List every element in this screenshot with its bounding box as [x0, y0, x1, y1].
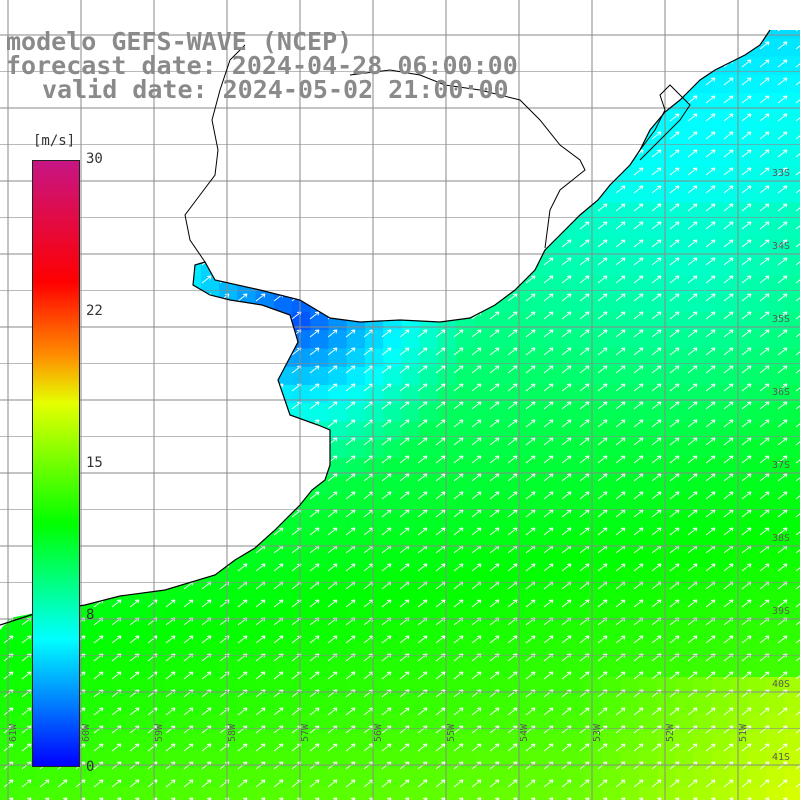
lat-label-35s: 35S: [772, 314, 791, 325]
colorbar-tick-15: 15: [86, 455, 103, 471]
wind-direction-arrows: [0, 30, 800, 800]
wind-speed-field: [0, 30, 800, 800]
lon-label-61w: 61W: [8, 723, 19, 742]
colorbar-tick-30: 30: [86, 151, 103, 167]
lat-label-37s: 37S: [772, 460, 791, 471]
lon-label-58w: 58W: [227, 723, 238, 742]
lat-label-38s: 38S: [772, 533, 791, 544]
lon-label-60w: 60W: [81, 723, 92, 742]
colorbar-tick-0: 0: [86, 759, 95, 775]
colorbar-tick-8: 8: [86, 607, 95, 623]
title-line-forecast: forecast date: 2024-04-28 06:00:00: [6, 51, 518, 80]
title-line-model: modelo GEFS-WAVE (NCEP): [6, 27, 353, 56]
lon-label-54w: 54W: [519, 723, 530, 742]
lagoa-dos-patos: [639, 84, 691, 161]
lat-label-41s: 41S: [772, 752, 791, 763]
lat-label-40s: 40S: [772, 679, 791, 690]
lon-label-55w: 55W: [446, 723, 457, 742]
lat-label-33s: 33S: [772, 168, 791, 179]
title-line-valid: valid date: 2024-05-02 21:00:00: [42, 75, 509, 104]
coastline: [0, 29, 771, 626]
colorbar-unit: [m/s]: [33, 133, 76, 149]
colorbar: [32, 160, 80, 767]
lon-label-53w: 53W: [592, 723, 603, 742]
lon-label-52w: 52W: [665, 723, 676, 742]
lon-label-56w: 56W: [373, 723, 384, 742]
map-title: modelo GEFS-WAVE (NCEP) forecast date: 20…: [6, 27, 518, 104]
lon-label-57w: 57W: [300, 723, 311, 742]
border-uruguay-brazil: [184, 44, 586, 263]
lat-label-36s: 36S: [772, 387, 791, 398]
lat-label-39s: 39S: [772, 606, 791, 617]
colorbar-tick-22: 22: [86, 303, 103, 319]
lon-label-59w: 59W: [154, 723, 165, 742]
lon-label-51w: 51W: [738, 723, 749, 742]
lat-label-34s: 34S: [772, 241, 791, 252]
